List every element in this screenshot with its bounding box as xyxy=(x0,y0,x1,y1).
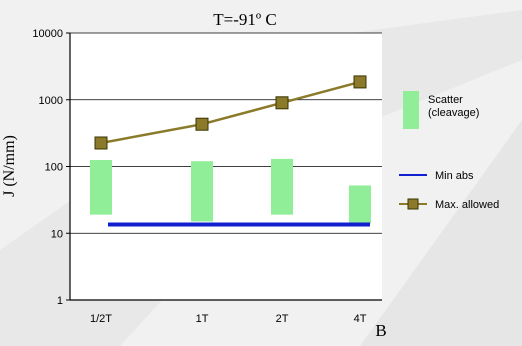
chart-title: T=-91º C xyxy=(213,10,277,29)
max-allowed-point-4 xyxy=(353,75,367,89)
y-tick-label: 10 xyxy=(51,228,63,240)
legend-swatch-max-allowed-marker xyxy=(407,198,419,210)
max-allowed-point-3 xyxy=(275,96,289,110)
scatter-bar-3 xyxy=(271,158,293,215)
legend-label-max-allowed: Max. allowed xyxy=(435,199,499,211)
x-axis-label: B xyxy=(375,321,386,340)
legend-label-scatter: Scatter (cleavage) xyxy=(428,94,479,119)
max-allowed-point-1 xyxy=(94,136,108,150)
x-tick-label: 4T xyxy=(354,313,367,325)
x-tick-label: 1/2T xyxy=(90,313,112,325)
y-tick-label: 1 xyxy=(57,295,63,307)
max-allowed-line xyxy=(100,80,361,145)
max-allowed-point-2 xyxy=(195,117,209,131)
legend-label-min-abs: Min abs xyxy=(435,170,474,182)
legend-swatch-scatter xyxy=(403,91,419,129)
marks xyxy=(90,75,371,227)
legend: Scatter (cleavage) Min abs Max. allowed xyxy=(399,91,499,211)
y-tick-label: 100 xyxy=(45,162,63,174)
scatter-bar-2 xyxy=(191,161,213,222)
x-tick-label: 2T xyxy=(276,313,289,325)
ticks: 1 10 100 1000 10000 1/2T 1T 2T 4T xyxy=(32,28,366,325)
y-tick-label: 10000 xyxy=(32,28,63,40)
x-tick-label: 1T xyxy=(196,313,209,325)
y-axis-label: J (N/mm) xyxy=(1,135,18,197)
y-tick-label: 1000 xyxy=(39,95,63,107)
scatter-bar-1 xyxy=(90,160,112,215)
scatter-bar-4 xyxy=(349,185,371,224)
